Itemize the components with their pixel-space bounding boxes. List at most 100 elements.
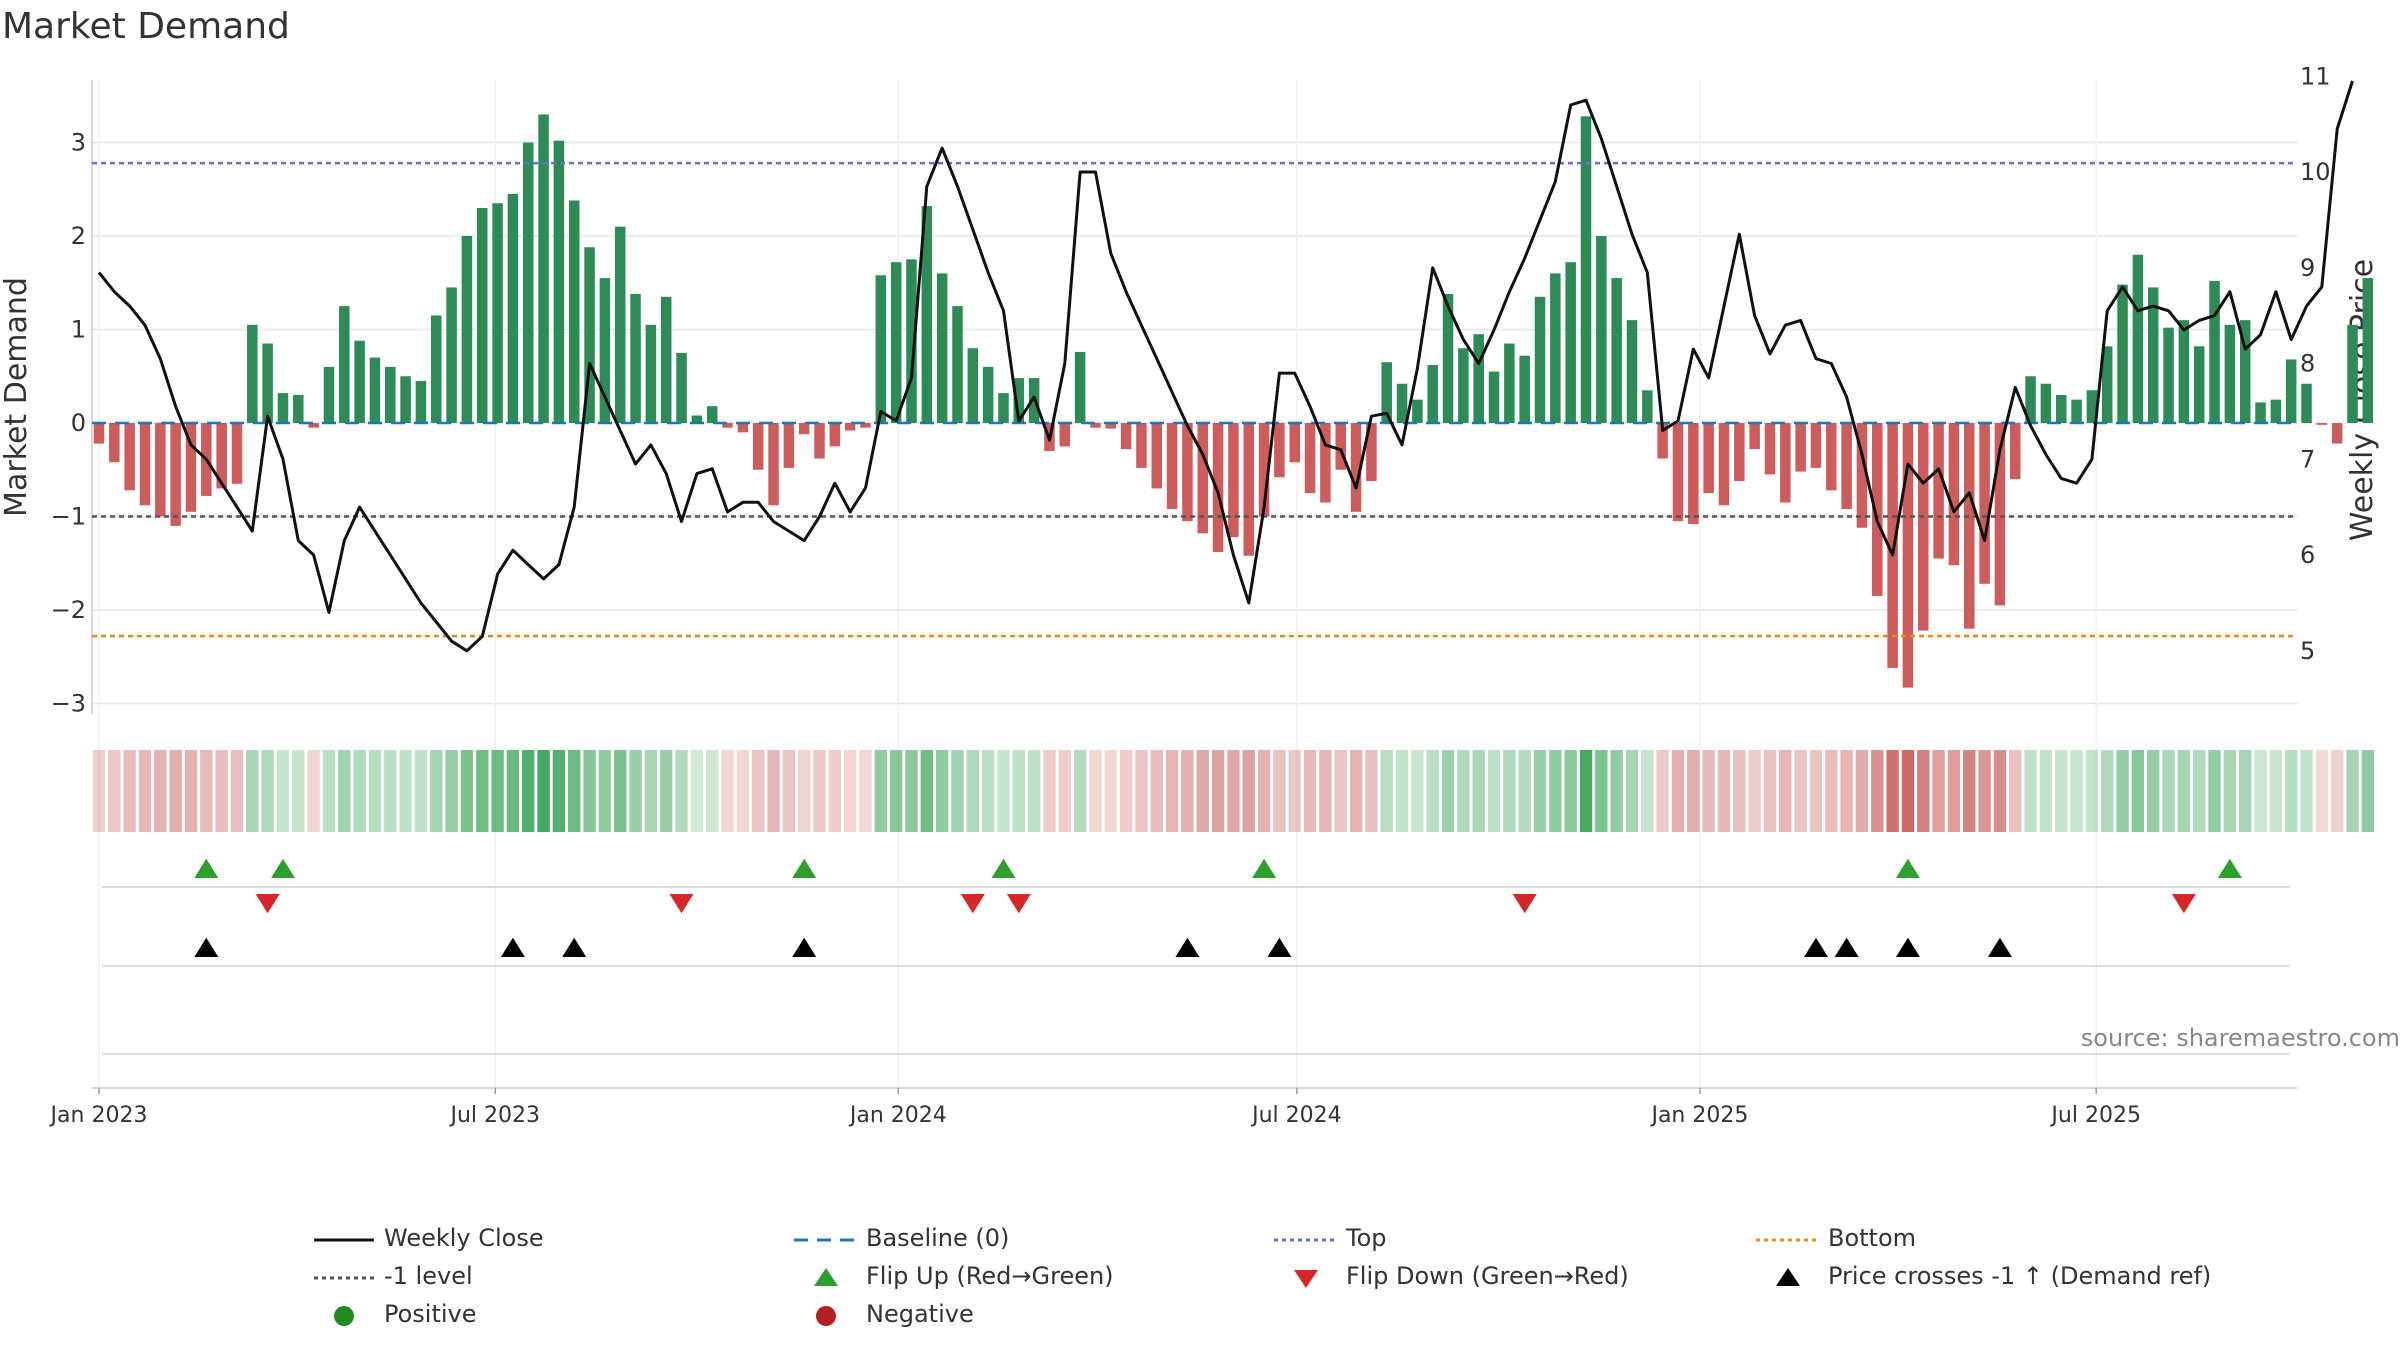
heat-strip-cell [92, 750, 106, 832]
demand-bar [323, 366, 335, 423]
demand-bar [262, 343, 273, 423]
left-axis-title: Market Demand [0, 277, 34, 517]
heat-strip-cell [154, 750, 167, 832]
heat-strip-cell [1487, 750, 1501, 832]
heat-strip-cell [1227, 750, 1240, 832]
heat-strip-cell [736, 750, 750, 832]
heat-strip-cell [598, 750, 612, 832]
demand-bar [1780, 423, 1791, 503]
demand-bar [109, 423, 120, 463]
demand-bar [798, 423, 810, 435]
demand-bar [477, 207, 488, 423]
demand-bar [1872, 423, 1883, 596]
heat-strip-cell [1549, 750, 1562, 832]
price-cross-marker [562, 937, 587, 957]
demand-bar [967, 348, 979, 423]
demand-bar [2301, 383, 2312, 423]
demand-bar [2270, 399, 2282, 423]
left-tick-label: 1 [71, 316, 86, 344]
demand-bar [1074, 351, 1086, 423]
heat-strip-cell [1472, 750, 1485, 832]
demand-bar [1335, 423, 1346, 470]
price-cross-marker [1267, 937, 1292, 957]
heat-strip-cell [1242, 750, 1255, 832]
legend-positive-dot [334, 1306, 354, 1326]
heat-strip-cell [1518, 750, 1531, 832]
demand-bar [2362, 278, 2374, 423]
heat-strip-cell [1610, 750, 1623, 832]
demand-bar [860, 423, 871, 428]
price-cross-marker [500, 937, 525, 957]
heat-strip-cell [353, 750, 366, 832]
demand-bar [2040, 383, 2052, 423]
legend-price-cross-marker [1776, 1268, 1800, 1286]
legend-positive: Positive [334, 1300, 477, 1328]
demand-bar [2163, 327, 2174, 423]
heat-strip-cell [1257, 750, 1271, 832]
heat-strip-cell [1441, 750, 1455, 832]
heat-strip-cell [491, 750, 504, 832]
demand-bar [2132, 254, 2144, 423]
demand-bar [1826, 423, 1837, 491]
heat-strip-cell [2116, 750, 2129, 832]
demand-bar [1948, 423, 1960, 566]
heat-strip-cell [1043, 750, 1056, 832]
heat-strip-cell [2024, 750, 2037, 832]
demand-bar [921, 206, 933, 423]
demand-bar [1366, 423, 1377, 481]
demand-bar [1228, 423, 1239, 538]
demand-bar [584, 247, 595, 423]
demand-bar [522, 142, 534, 423]
demand-bar [1289, 423, 1300, 463]
heat-strip-cell [1288, 750, 1301, 832]
legend-minus-one: -1 level [314, 1262, 473, 1290]
demand-bar [1488, 371, 1500, 423]
heat-strip-cell [843, 750, 857, 832]
demand-bar [170, 423, 181, 526]
demand-bar [431, 315, 442, 423]
legend-bottom-line [1756, 1238, 1816, 1242]
heat-strip-cell [1748, 750, 1761, 832]
x-tick-label: Jan 2025 [1649, 1103, 1748, 1128]
heat-strip-cell [1058, 750, 1071, 832]
heat-strip-cell [430, 750, 443, 832]
heat-strip-cell [460, 750, 474, 832]
heat-strip-cell [2208, 750, 2221, 832]
flip-up-marker [194, 858, 219, 878]
heat-strip-cell [1119, 750, 1133, 832]
heat-strip-cell [368, 750, 382, 832]
demand-bar [768, 423, 779, 506]
price-cross-marker [1804, 937, 1828, 957]
demand-bar [1151, 423, 1163, 489]
demand-bar [1442, 293, 1454, 423]
demand-bar [2193, 346, 2205, 423]
demand-bar [2285, 359, 2297, 423]
demand-bar [400, 376, 411, 423]
heat-strip-cell [2315, 750, 2329, 832]
demand-bar [1550, 273, 1561, 423]
legend-negative-label: Negative [866, 1300, 974, 1328]
heat-strip-cell [414, 750, 428, 832]
heat-strip-cell [215, 750, 228, 832]
heat-strip-cell [568, 750, 581, 832]
heat-strip-cell [2330, 750, 2344, 832]
heat-strip-cell [751, 750, 765, 832]
flip-down-marker [255, 894, 280, 914]
demand-bar [1580, 116, 1592, 423]
legend-flip-up: Flip Up (Red→Green) [814, 1262, 1114, 1290]
left-tick-label: 3 [71, 129, 86, 157]
heat-strip-cell [384, 750, 397, 832]
heat-strip-cell [2177, 750, 2191, 832]
heat-strip-cell [1963, 750, 1976, 832]
heat-strip-cell [1579, 750, 1593, 832]
heat-strip-cell [1089, 750, 1102, 832]
demand-bar [1703, 423, 1714, 494]
legend-flip-up-label: Flip Up (Red→Green) [866, 1262, 1114, 1290]
left-tick-label: −3 [51, 690, 86, 718]
heat-strip-cell [1671, 750, 1685, 832]
heat-strip-cell [1135, 750, 1148, 832]
demand-bar [1274, 423, 1285, 478]
demand-bar [277, 393, 289, 423]
demand-bar [568, 200, 580, 423]
legend-minus-one-label: -1 level [384, 1262, 473, 1290]
